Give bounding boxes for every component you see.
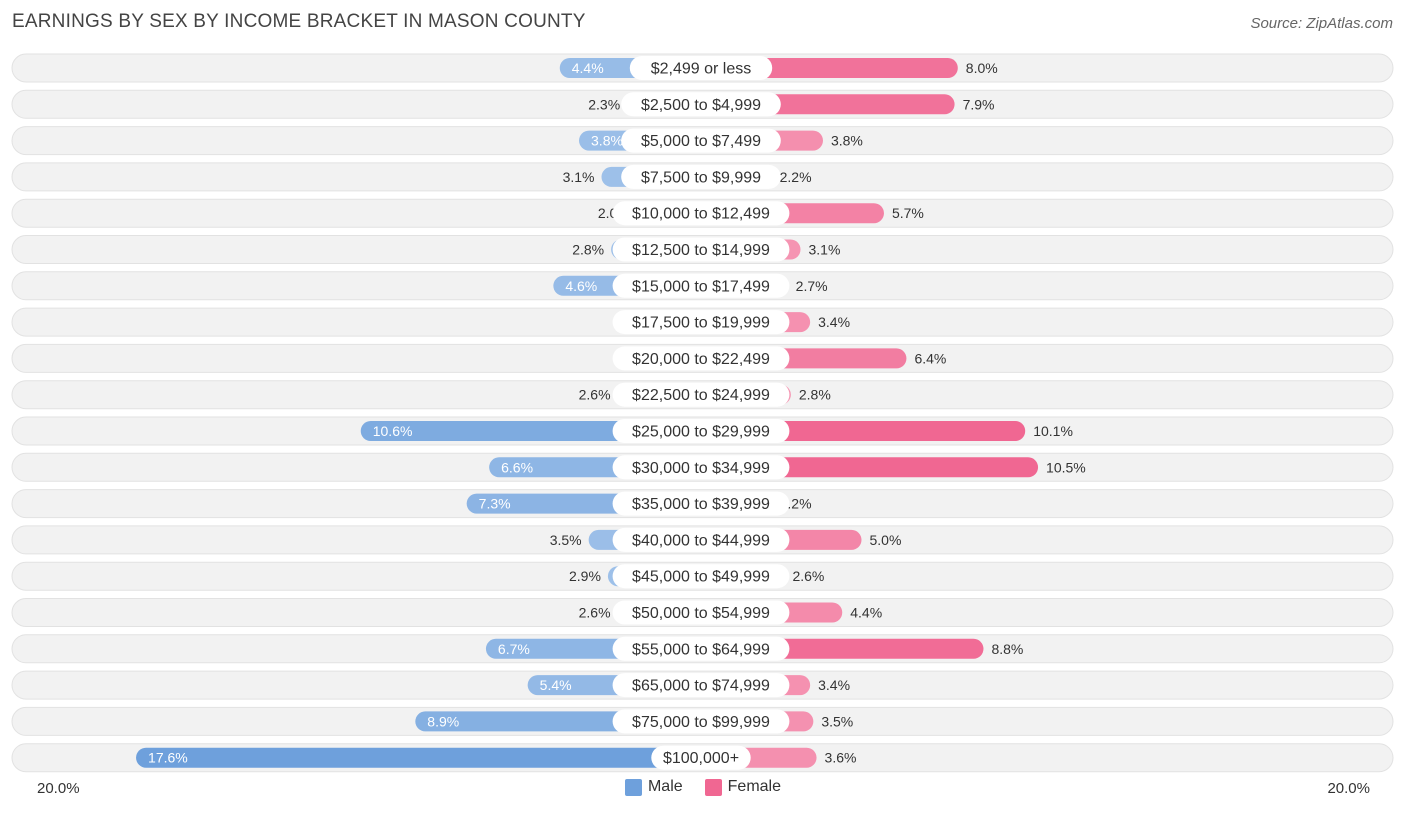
male-value-label: 2.9%	[569, 568, 601, 584]
category-label-background	[612, 455, 790, 480]
category-label-background	[651, 745, 751, 770]
category-label: $2,500 to $4,999	[641, 97, 761, 114]
source-label: Source: ZipAtlas.com	[1250, 15, 1393, 32]
male-value-label: 17.6%	[148, 750, 188, 766]
category-label-background	[621, 164, 781, 189]
legend-swatch-male	[624, 778, 642, 796]
male-value-label: 2.8%	[572, 242, 604, 258]
legend-swatch-female	[704, 778, 722, 796]
male-value-label: 4.6%	[565, 278, 597, 294]
chart-svg: 4.4% 8.0% $2,499 or less 2.3% 7.9% $2,500 to …	[11, 53, 1394, 773]
male-value-label: 5.4%	[540, 677, 572, 693]
category-label-background	[612, 382, 790, 407]
female-value-label: 2.2%	[780, 169, 812, 185]
category-label-background	[612, 600, 790, 625]
female-value-label: 10.1%	[1033, 423, 1073, 439]
male-value-label: 3.8%	[591, 133, 623, 149]
female-value-label: 3.4%	[818, 314, 850, 330]
category-label: $50,000 to $54,999	[632, 605, 770, 622]
male-value-label: 4.4%	[572, 60, 604, 76]
category-label-background	[612, 491, 790, 516]
category-label: $40,000 to $44,999	[632, 532, 770, 549]
female-value-label: 3.6%	[825, 750, 857, 766]
category-label-background	[612, 564, 790, 589]
category-label-background	[621, 92, 781, 117]
category-label: $30,000 to $34,999	[632, 460, 770, 477]
female-value-label: 7.9%	[963, 96, 995, 112]
axis-label-right: 20.0%	[1327, 780, 1370, 797]
category-label-background	[612, 310, 790, 335]
category-label-background	[612, 346, 790, 371]
female-value-label: 2.8%	[799, 387, 831, 403]
male-value-label: 2.6%	[579, 387, 611, 403]
category-label: $10,000 to $12,499	[632, 206, 770, 223]
legend-item-female[interactable]: Female	[704, 778, 782, 796]
female-value-label: 2.7%	[796, 278, 828, 294]
female-value-label: 3.4%	[818, 677, 850, 693]
category-label: $55,000 to $64,999	[632, 641, 770, 658]
category-label-background	[612, 237, 790, 262]
female-value-label: 10.5%	[1046, 459, 1086, 475]
female-value-label: 5.0%	[870, 532, 902, 548]
legend-label-female: Female	[727, 778, 782, 795]
category-label-background	[612, 527, 790, 552]
category-label-background	[612, 419, 790, 443]
legend-label-male: Male	[647, 778, 683, 795]
male-value-label: 2.6%	[579, 605, 611, 621]
category-label: $20,000 to $22,499	[632, 351, 770, 368]
category-label: $22,500 to $24,999	[632, 387, 770, 404]
male-value-label: 6.6%	[501, 459, 533, 475]
category-label-background	[612, 673, 790, 698]
category-label: $25,000 to $29,999	[632, 424, 770, 441]
male-bar	[136, 747, 702, 768]
category-label: $35,000 to $39,999	[632, 496, 770, 513]
category-label: $45,000 to $49,999	[632, 569, 770, 586]
female-value-label: 3.1%	[809, 242, 841, 258]
category-label-background	[612, 636, 790, 661]
chart-title: EARNINGS BY SEX BY INCOME BRACKET IN MAS…	[12, 11, 586, 32]
category-label-background	[612, 201, 790, 226]
female-value-label: 2.6%	[792, 568, 824, 584]
female-value-label: 3.5%	[821, 713, 853, 729]
male-value-label: 8.9%	[427, 713, 459, 729]
female-value-label: 4.4%	[850, 605, 882, 621]
legend: Male Female	[0, 778, 1406, 796]
category-label: $75,000 to $99,999	[632, 714, 770, 731]
category-label: $2,499 or less	[651, 61, 752, 78]
category-label-background	[612, 709, 790, 734]
category-label: $65,000 to $74,999	[632, 678, 770, 695]
female-value-label: 5.7%	[892, 205, 924, 221]
male-value-label: 6.7%	[498, 641, 530, 657]
category-label-background	[629, 56, 773, 80]
category-label: $5,000 to $7,499	[641, 133, 761, 150]
category-label-background	[612, 273, 790, 298]
axis-label-left: 20.0%	[37, 780, 80, 797]
legend-item-male[interactable]: Male	[624, 778, 683, 796]
male-value-label: 10.6%	[373, 423, 413, 439]
category-label-background	[621, 128, 781, 153]
category-label: $17,500 to $19,999	[632, 315, 770, 332]
male-value-label: 3.5%	[550, 532, 582, 548]
female-value-label: 3.8%	[831, 133, 863, 149]
male-value-label: 7.3%	[479, 496, 511, 512]
male-value-label: 3.1%	[563, 169, 595, 185]
category-label: $15,000 to $17,499	[632, 278, 770, 295]
category-label: $12,500 to $14,999	[632, 242, 770, 259]
female-value-label: 8.8%	[991, 641, 1023, 657]
female-value-label: 8.0%	[966, 60, 998, 76]
female-value-label: 6.4%	[914, 350, 946, 366]
category-label: $100,000+	[663, 750, 739, 767]
male-value-label: 2.3%	[588, 96, 620, 112]
category-label: $7,500 to $9,999	[641, 169, 761, 186]
